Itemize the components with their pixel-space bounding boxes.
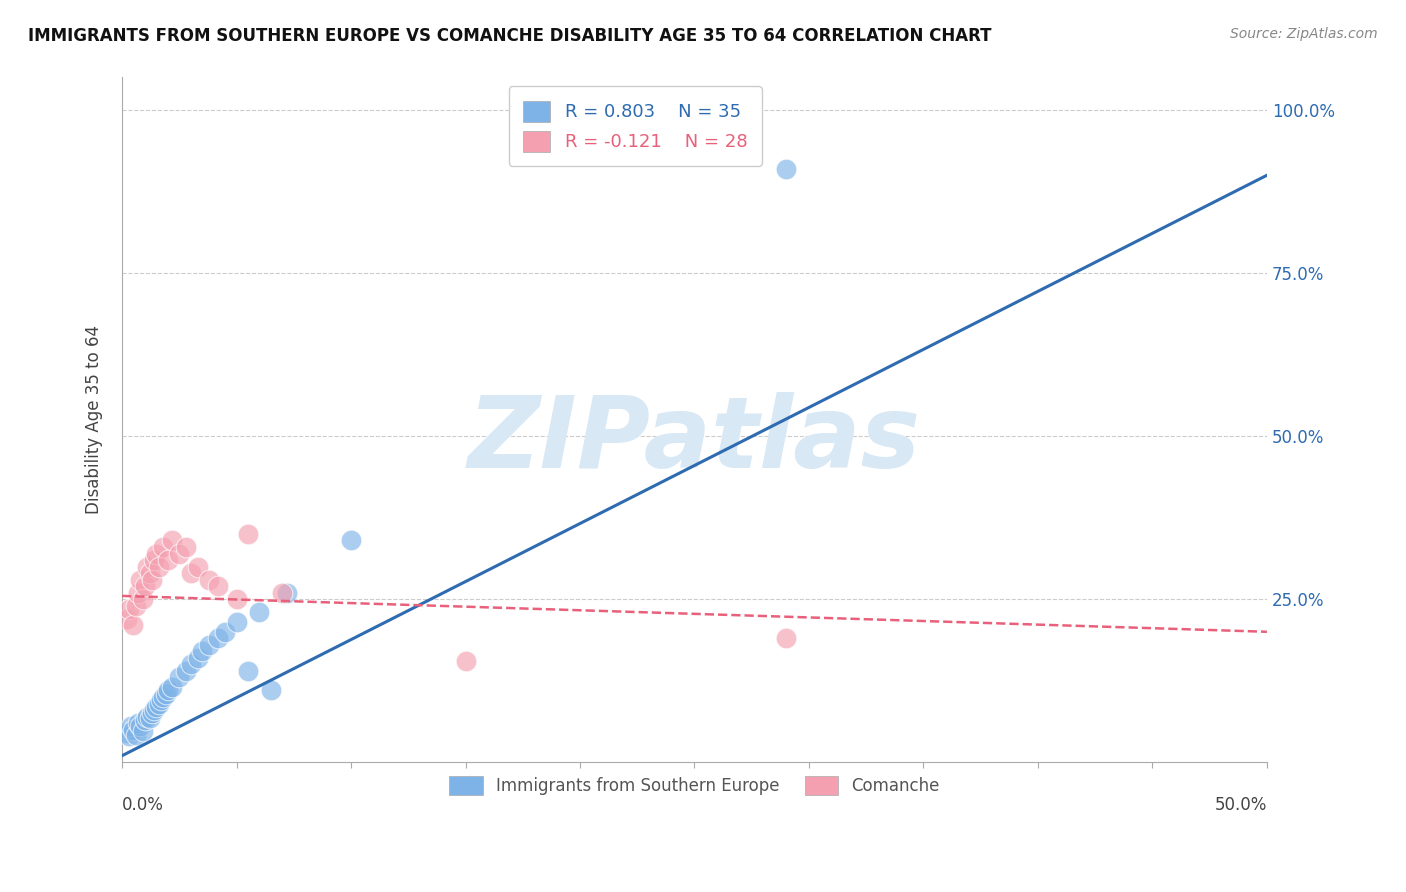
Point: [156, 553, 179, 567]
Point: [127, 716, 149, 731]
Point: [141, 706, 163, 721]
Point: [187, 651, 209, 665]
Text: Source: ZipAtlas.com: Source: ZipAtlas.com: [1230, 27, 1378, 41]
Legend: Immigrants from Southern Europe, Comanche: Immigrants from Southern Europe, Comanch…: [443, 769, 946, 802]
Point: [276, 585, 298, 599]
Point: [162, 680, 184, 694]
Point: [207, 632, 229, 646]
Point: [198, 573, 221, 587]
Point: [125, 599, 148, 613]
Point: [118, 729, 141, 743]
Point: [180, 566, 202, 580]
Point: [207, 579, 229, 593]
Point: [145, 699, 167, 714]
Point: [775, 632, 797, 646]
Point: [138, 711, 160, 725]
Point: [148, 559, 170, 574]
Point: [136, 709, 159, 723]
Point: [134, 713, 156, 727]
Point: [115, 612, 138, 626]
Point: [155, 687, 177, 701]
Point: [191, 644, 214, 658]
Point: [143, 703, 166, 717]
Point: [127, 585, 149, 599]
Point: [145, 547, 167, 561]
Point: [187, 559, 209, 574]
Point: [174, 540, 197, 554]
Point: [125, 728, 148, 742]
Point: [236, 527, 259, 541]
Point: [169, 547, 191, 561]
Point: [180, 657, 202, 672]
Point: [129, 573, 152, 587]
Y-axis label: Disability Age 35 to 64: Disability Age 35 to 64: [86, 326, 103, 515]
Point: [169, 670, 191, 684]
Point: [152, 540, 174, 554]
Point: [149, 693, 172, 707]
Point: [120, 719, 142, 733]
Point: [143, 553, 166, 567]
Point: [122, 618, 145, 632]
Point: [454, 654, 477, 668]
Point: [122, 723, 145, 737]
Point: [174, 664, 197, 678]
Text: IMMIGRANTS FROM SOUTHERN EUROPE VS COMANCHE DISABILITY AGE 35 TO 64 CORRELATION : IMMIGRANTS FROM SOUTHERN EUROPE VS COMAN…: [28, 27, 991, 45]
Point: [249, 605, 271, 619]
Text: 0.0%: 0.0%: [122, 797, 165, 814]
Point: [148, 697, 170, 711]
Point: [156, 683, 179, 698]
Point: [271, 585, 294, 599]
Point: [118, 602, 141, 616]
Point: [115, 726, 138, 740]
Point: [198, 638, 221, 652]
Point: [131, 592, 153, 607]
Point: [775, 161, 797, 176]
Point: [340, 533, 363, 548]
Point: [260, 683, 283, 698]
Point: [131, 723, 153, 738]
Point: [236, 664, 259, 678]
Text: 50.0%: 50.0%: [1215, 797, 1267, 814]
Point: [225, 592, 247, 607]
Point: [214, 624, 236, 639]
Point: [152, 690, 174, 704]
Point: [141, 573, 163, 587]
Text: ZIPatlas: ZIPatlas: [468, 392, 921, 489]
Point: [129, 719, 152, 733]
Point: [134, 579, 156, 593]
Point: [162, 533, 184, 548]
Point: [225, 615, 247, 629]
Point: [136, 559, 159, 574]
Point: [138, 566, 160, 580]
